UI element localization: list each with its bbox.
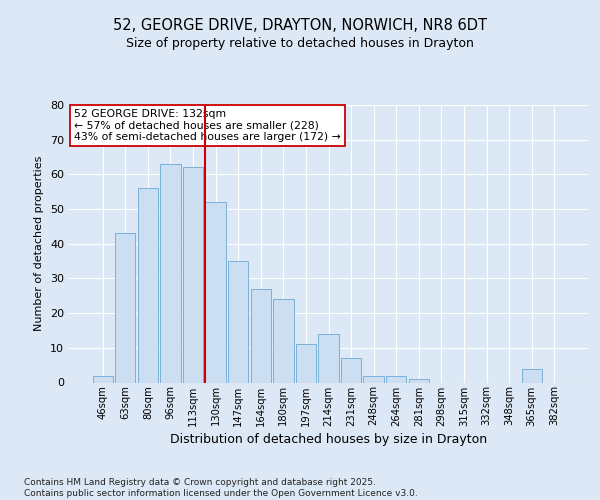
Bar [364, 376, 384, 382]
Bar [386, 376, 406, 382]
Text: 52, GEORGE DRIVE, DRAYTON, NORWICH, NR8 6DT: 52, GEORGE DRIVE, DRAYTON, NORWICH, NR8 … [113, 18, 487, 32]
Bar [115, 234, 136, 382]
Bar [160, 164, 181, 382]
Text: 52 GEORGE DRIVE: 132sqm
← 57% of detached houses are smaller (228)
43% of semi-d: 52 GEORGE DRIVE: 132sqm ← 57% of detache… [74, 109, 341, 142]
X-axis label: Distribution of detached houses by size in Drayton: Distribution of detached houses by size … [170, 432, 487, 446]
Text: Contains HM Land Registry data © Crown copyright and database right 2025.
Contai: Contains HM Land Registry data © Crown c… [24, 478, 418, 498]
Bar [92, 376, 113, 382]
Bar [205, 202, 226, 382]
Bar [521, 368, 542, 382]
Bar [183, 168, 203, 382]
Bar [296, 344, 316, 383]
Bar [228, 261, 248, 382]
Bar [409, 379, 429, 382]
Bar [319, 334, 338, 382]
Bar [273, 299, 293, 382]
Y-axis label: Number of detached properties: Number of detached properties [34, 156, 44, 332]
Bar [251, 289, 271, 382]
Bar [138, 188, 158, 382]
Bar [341, 358, 361, 382]
Text: Size of property relative to detached houses in Drayton: Size of property relative to detached ho… [126, 38, 474, 51]
